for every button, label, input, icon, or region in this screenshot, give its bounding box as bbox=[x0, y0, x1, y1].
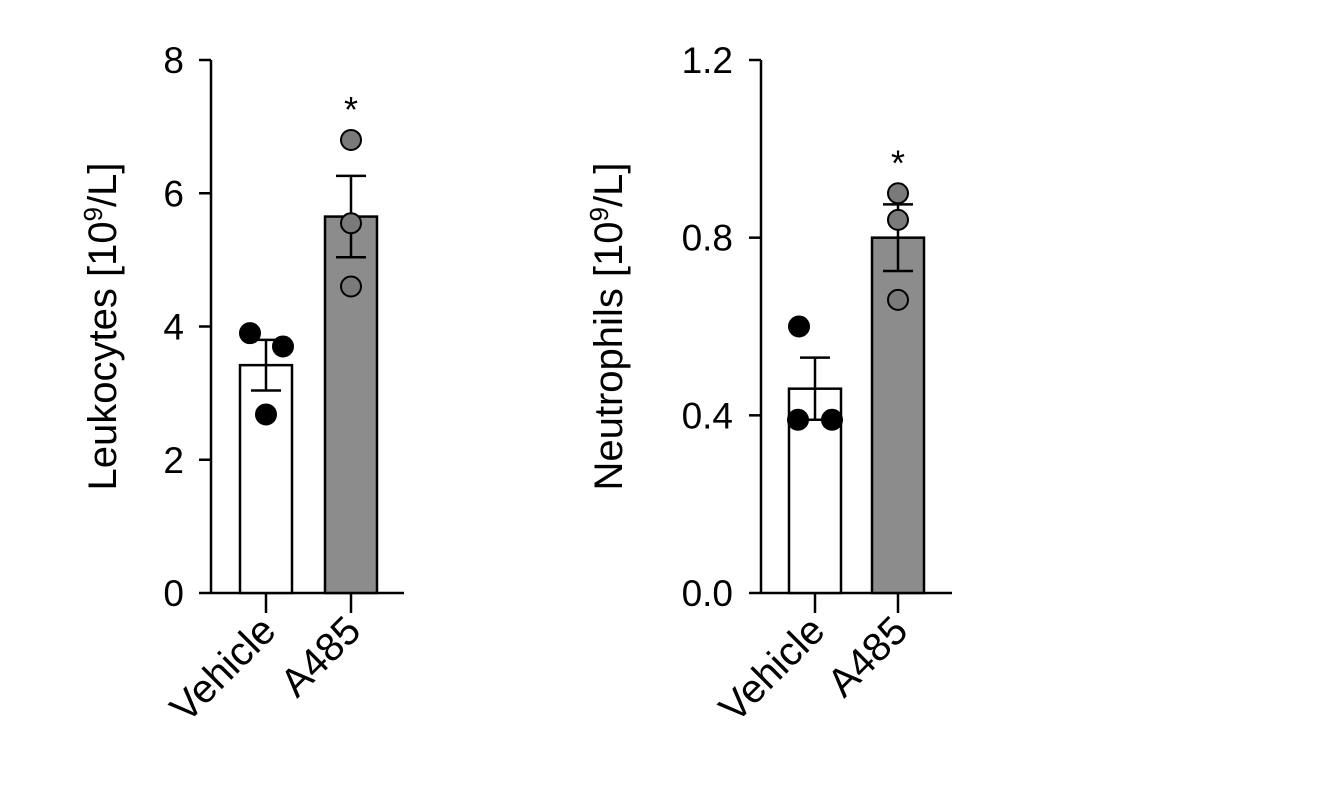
y-tick-label: 4 bbox=[163, 307, 184, 348]
y-axis-label-text: Leukocytes [10 bbox=[81, 221, 125, 490]
y-axis-label-superscript: 9 bbox=[584, 207, 614, 221]
data-point-a485 bbox=[340, 212, 362, 235]
neutrophils-chart: 0.0 0.4 0.8 1.2 Neutrophils [109/L] Vehicle * A… bbox=[584, 40, 952, 731]
y-axis-label-text: Neutrophils [10 bbox=[587, 221, 631, 490]
y-axis-label-superscript: 9 bbox=[78, 207, 108, 221]
data-point-vehicle bbox=[821, 408, 843, 431]
y-axis-label-unit: /L] bbox=[587, 163, 631, 207]
x-tick-label: A485 bbox=[272, 608, 369, 705]
y-tick-label: 1.2 bbox=[682, 40, 733, 81]
y-axis-label: Neutrophils [109/L] bbox=[584, 163, 631, 491]
x-tick-label: Vehicle bbox=[162, 608, 284, 730]
x-tick-label: Vehicle bbox=[711, 608, 833, 730]
data-point-vehicle bbox=[787, 408, 809, 431]
x-tick-label: A485 bbox=[819, 608, 916, 705]
y-tick-label: 0 bbox=[163, 573, 184, 614]
y-tick-label: 6 bbox=[163, 173, 184, 214]
significance-marker: * bbox=[891, 142, 905, 183]
data-point-a485 bbox=[340, 128, 362, 151]
bar-vehicle bbox=[238, 363, 294, 595]
y-tick-label: 8 bbox=[163, 40, 184, 81]
leukocytes-chart: 0 2 4 6 8 Leukocytes [109/L] Vehicle * A485 bbox=[78, 40, 404, 731]
data-point-vehicle bbox=[239, 322, 261, 345]
y-tick-label: 0.8 bbox=[682, 218, 733, 259]
y-tick-label: 0.4 bbox=[682, 395, 733, 436]
data-point-a485 bbox=[887, 288, 909, 311]
y-tick-label: 0.0 bbox=[682, 573, 733, 614]
y-axis-label-unit: /L] bbox=[81, 162, 125, 206]
bar-a485 bbox=[323, 215, 379, 595]
data-point-vehicle bbox=[272, 335, 294, 358]
data-point-a485 bbox=[887, 208, 909, 231]
y-axis-label: Leukocytes [109/L] bbox=[78, 162, 125, 490]
y-tick-label: 2 bbox=[163, 440, 184, 481]
data-point-a485 bbox=[887, 182, 909, 205]
data-point-vehicle bbox=[255, 403, 277, 426]
data-point-a485 bbox=[340, 275, 362, 298]
data-point-vehicle bbox=[788, 315, 810, 338]
significance-marker: * bbox=[344, 89, 358, 130]
